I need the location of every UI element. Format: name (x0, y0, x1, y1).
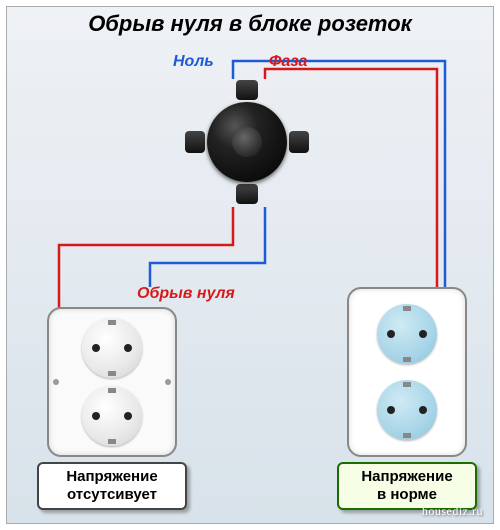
diagram-title: Обрыв нуля в блоке розеток (7, 11, 493, 37)
caption-line: в норме (347, 486, 467, 504)
caption-left: Напряжение отсутсивует (37, 462, 187, 510)
junction-center (232, 127, 262, 157)
diagram-frame: Обрыв нуля в блоке розеток Ноль Фаза Обр… (6, 6, 494, 524)
junction-arm-right (289, 131, 309, 153)
socket-ground (108, 388, 116, 393)
socket (377, 380, 437, 440)
socket-hole (387, 406, 395, 414)
socket-hole (419, 406, 427, 414)
socket-ground (108, 439, 116, 444)
socket-hole (92, 412, 100, 420)
outlet-block-left (47, 307, 177, 457)
socket (377, 304, 437, 364)
socket-hole (124, 344, 132, 352)
caption-line: Напряжение (47, 468, 177, 486)
wire-neutral-left-broken (150, 207, 265, 287)
junction-arm-bottom (236, 184, 258, 204)
junction-arm-left (185, 131, 205, 153)
socket (82, 386, 142, 446)
socket-ground (108, 320, 116, 325)
socket-ground (403, 433, 411, 438)
junction-box (187, 82, 307, 202)
socket-ground (403, 306, 411, 311)
socket-ground (108, 371, 116, 376)
outlet-block-right (347, 287, 467, 457)
break-label: Обрыв нуля (137, 285, 235, 303)
watermark: housediz.ru (422, 504, 483, 519)
caption-line: Напряжение (347, 468, 467, 486)
socket-ground (403, 382, 411, 387)
socket (82, 318, 142, 378)
socket-hole (124, 412, 132, 420)
socket-ground (403, 357, 411, 362)
socket-hole (419, 330, 427, 338)
socket-hole (92, 344, 100, 352)
screw-icon (165, 379, 171, 385)
neutral-label: Ноль (173, 53, 214, 71)
junction-arm-top (236, 80, 258, 100)
caption-right: Напряжение в норме (337, 462, 477, 510)
phase-label: Фаза (269, 53, 307, 71)
caption-line: отсутсивует (47, 486, 177, 504)
socket-hole (387, 330, 395, 338)
screw-icon (53, 379, 59, 385)
